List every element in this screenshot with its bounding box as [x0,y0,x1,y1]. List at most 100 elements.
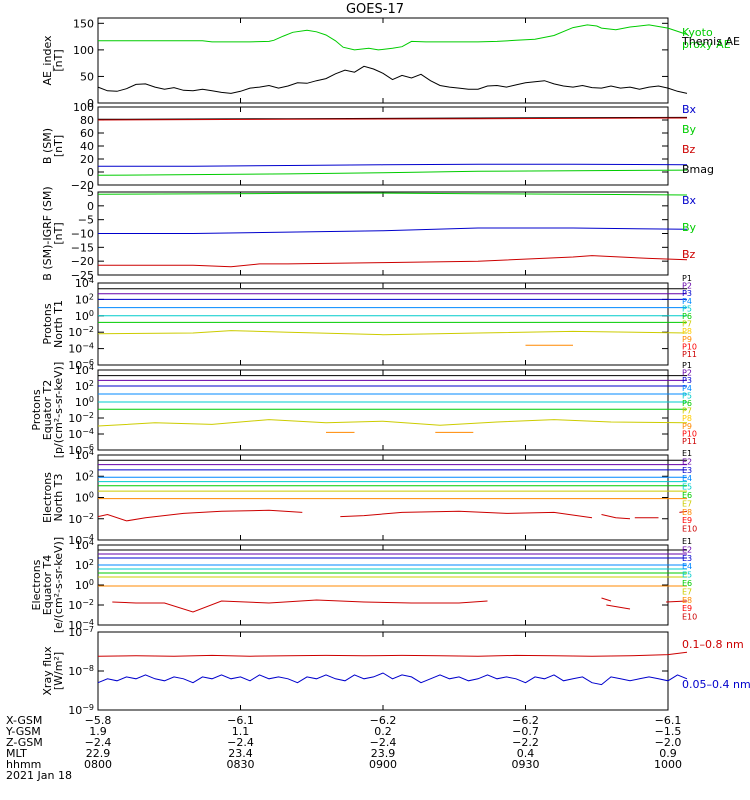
time-axis-value: 23.9 [371,747,396,760]
y-axis-label: AE_index [41,35,54,86]
y-axis-label: Equator T4 [41,555,54,615]
y-axis-label: Electrons [41,472,54,523]
series-line [98,227,688,234]
time-axis-value: −6.2 [512,714,539,727]
legend-entry: Bz [682,143,696,156]
legend-entry: E6 [682,579,692,588]
time-axis-value: −0.7 [512,725,539,738]
y-tick-label: −20 [71,179,94,192]
legend-entry: P4 [682,297,692,306]
y-tick-label: 10−2 [68,325,94,339]
y-tick-label: 0 [87,97,94,110]
legend-entry: E9 [682,516,692,525]
y-tick-label: 104 [75,276,94,290]
legend-entry: P1 [682,361,692,370]
time-axis-value: 0.4 [517,747,535,760]
y-axis-label: B (SM)-IGRF (SM) [41,186,54,280]
legend-entry: Bmag [682,163,714,176]
y-tick-label: 100 [75,491,94,505]
y-tick-label: 104 [75,538,94,552]
y-axis-label: Electrons [30,559,43,610]
time-axis-value: 23.4 [228,747,253,760]
panel-frame [97,282,669,366]
series-line [666,600,688,603]
legend-entry: E1 [682,537,692,546]
time-axis-value: −5.8 [85,714,112,727]
y-tick-label: −20 [71,255,94,268]
y-tick-label: −15 [71,241,94,254]
legend-entry: E3 [682,466,692,475]
y-axis-label: [nT] [52,49,65,71]
y-tick-label: 5 [87,186,94,199]
series-line [97,672,688,686]
time-row-label: X-GSM [6,714,42,727]
series-line [340,510,593,519]
y-axis-label: North T1 [52,300,65,348]
y-tick-label: 10−2 [68,598,94,612]
y-axis-label: [p/(cm²-s-sr-keV)] [52,362,65,459]
time-row-label: Z-GSM [6,736,43,749]
legend-entry: E5 [682,571,692,580]
y-tick-label: −5 [78,214,94,227]
series-line [97,651,688,657]
y-tick-label: 10−7 [68,625,94,639]
legend-entry: P6 [682,399,692,408]
series-line [97,169,688,176]
time-axis-value: 1.1 [232,725,250,738]
time-axis-value: 1000 [654,758,682,771]
time-axis-value: −1.5 [655,725,682,738]
y-tick-label: 104 [75,448,94,462]
time-axis-value: 0930 [512,758,540,771]
y-axis-label: Protons [30,389,43,430]
panel-frame [97,544,669,626]
time-axis-value: −2.4 [227,736,254,749]
time-row-label: Y-GSM [5,725,41,738]
series-line [97,116,688,120]
legend-entry: E6 [682,491,692,500]
legend-entry: E7 [682,587,692,596]
legend-entry: Kyoto [682,26,713,39]
legend-entry: P3 [682,376,692,385]
series-line [679,510,688,513]
legend-entry: By [682,123,697,136]
series-line [98,24,688,51]
legend-entry: E9 [682,604,692,613]
time-axis-value: 1.9 [89,725,107,738]
legend-entry: E1 [682,449,692,458]
legend-entry: P11 [682,437,697,446]
y-axis-label: Protons [41,303,54,344]
time-row-label: 2021 Jan 18 [6,769,72,782]
series-line [97,117,688,121]
legend-entry: E5 [682,483,692,492]
legend-entry: P7 [682,320,692,329]
y-tick-label: 102 [75,469,94,483]
series-line [97,65,688,94]
time-axis-value: 0.2 [374,725,392,738]
legend-entry: E2 [682,457,692,466]
y-axis-label: [nT] [52,135,65,157]
legend-entry: P1 [682,274,692,283]
series-line [606,604,631,610]
legend-entry: P8 [682,327,692,336]
legend-entry: P2 [682,282,692,291]
legend-entry: 0.1–0.8 nm [682,638,744,651]
legend-entry: P5 [682,304,692,313]
legend-entry: P9 [682,422,692,431]
time-axis-value: 0800 [84,758,112,771]
y-axis-label: B (SM) [41,128,54,164]
legend-entry: 0.05–0.4 nm [682,678,750,691]
time-row-label: hhmm [6,758,41,771]
legend-entry: P7 [682,407,692,416]
series-line [112,599,488,613]
time-axis-value: −2.4 [85,736,112,749]
time-axis-value: −2.0 [655,736,682,749]
legend-entry: E3 [682,554,692,563]
legend-entry: P8 [682,414,692,423]
legend-entry: P9 [682,335,692,344]
y-axis-label: [nT] [52,222,65,244]
legend-entry: Themis AE [681,35,740,48]
legend-entry: P2 [682,369,692,378]
y-tick-label: 10−4 [68,427,94,441]
series-line [98,163,688,167]
